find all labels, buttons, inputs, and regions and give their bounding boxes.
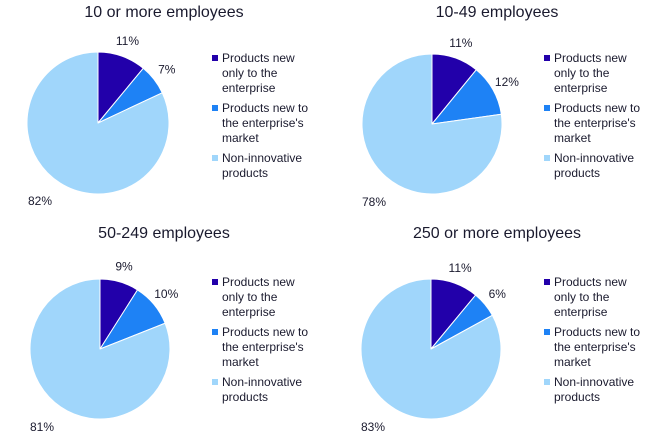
legend-swatch-new-to-market [544,329,550,335]
slice-label-new-to-market: 7% [158,63,176,77]
legend-swatch-non-innovative [544,379,550,385]
pie-chart: 11% 7% 82% [26,34,176,208]
pie-chart: 11% 12% 78% [361,36,519,209]
pie-slice-non-innovative [26,51,170,195]
legend-label-line: Products new [222,275,295,289]
chart-title: 10 or more employees [84,4,244,21]
slice-label-new-to-market: 10% [154,287,178,301]
legend-label-line: enterprise [222,305,276,319]
legend-label-line: the enterprise's [222,340,304,354]
legend-swatch-new-to-enterprise [212,55,218,61]
legend-label-line: products [554,390,601,404]
chart-title: 10-49 employees [435,4,559,21]
pie-panel-10-or-more: 10 or more employees 11% 7% 82% Products n… [0,0,328,220]
legend-label-line: Non-innovative [222,375,303,389]
legend-label-line: market [554,131,591,145]
legend-item-new-to-enterprise: Products new only to the enterprise [212,51,324,96]
legend-label-line: Non-innovative [554,151,635,165]
legend-item-non-innovative: Non-innovative products [544,375,656,405]
legend-swatch-non-innovative [212,155,218,161]
legend-swatch-new-to-market [212,329,218,335]
legend-label-line: only to the [554,290,610,304]
legend-label-line: only to the [222,290,278,304]
legend-item-new-to-market: Products new to the enterprise's market [544,101,656,146]
pie-slice-non-innovative [29,278,171,420]
chart-legend: Products new only to the enterprise Product… [544,275,656,410]
slice-label-non-innovative: 83% [361,420,385,434]
slice-label-new-to-enterprise: 11% [449,261,472,275]
legend-label-line: products [554,166,601,180]
legend-label-line: Products new [554,51,627,65]
legend-label-line: enterprise [222,81,276,95]
legend-label-line: Non-innovative [554,375,635,389]
chart-title: 250 or more employees [412,225,582,242]
legend-label-line: market [222,131,259,145]
legend-item-non-innovative: Non-innovative products [212,375,324,405]
slice-label-non-innovative: 81% [30,420,54,434]
legend-label-line: Products new to [554,101,641,115]
legend-item-non-innovative: Non-innovative products [212,151,324,181]
legend-label-line: market [222,355,259,369]
legend-label-line: enterprise [554,305,608,319]
pie-slice-non-innovative [360,278,502,420]
legend-swatch-new-to-enterprise [544,279,550,285]
slice-label-new-to-market: 12% [495,75,519,89]
legend-swatch-new-to-market [544,105,550,111]
legend-label-line: the enterprise's [554,340,636,354]
legend-label-line: only to the [554,66,610,80]
legend-item-new-to-enterprise: Products new only to the enterprise [212,275,324,320]
legend-label-line: Products new [222,51,295,65]
pie-panel-250-or-more: 250 or more employees 11% 6% 83% Products … [333,221,656,441]
legend-item-new-to-enterprise: Products new only to the enterprise [544,275,656,320]
chart-title: 50-249 employees [98,225,230,242]
pie-chart: 9% 10% 81% [29,259,179,434]
legend-swatch-new-to-enterprise [544,55,550,61]
pie-slice-non-innovative [361,53,503,195]
legend-label-line: Products new to [554,325,641,339]
legend-label-line: the enterprise's [554,116,636,130]
slice-label-non-innovative: 78% [362,195,386,209]
pie-panel-10-49: 10-49 employees 11% 12% 78% Products new on… [333,0,656,220]
legend-label-line: market [554,355,591,369]
legend-swatch-new-to-enterprise [212,279,218,285]
legend-label-line: only to the [222,66,278,80]
slice-label-non-innovative: 82% [28,194,52,208]
legend-label-line: products [222,166,269,180]
legend-item-new-to-market: Products new to the enterprise's market [544,325,656,370]
chart-legend: Products new only to the enterprise Product… [212,51,324,186]
legend-label-line: Products new to [222,101,309,115]
legend-label-line: Non-innovative [222,151,303,165]
slice-label-new-to-enterprise: 11% [116,34,139,48]
legend-item-new-to-market: Products new to the enterprise's market [212,325,324,370]
legend-item-new-to-market: Products new to the enterprise's market [212,101,324,146]
pie-panel-50-249: 50-249 employees 9% 10% 81% Products new on… [0,221,328,441]
chart-legend: Products new only to the enterprise Product… [212,275,324,410]
legend-label-line: Products new to [222,325,309,339]
legend-item-non-innovative: Non-innovative products [544,151,656,181]
legend-swatch-non-innovative [212,379,218,385]
slice-label-new-to-enterprise: 9% [115,259,133,273]
legend-label-line: the enterprise's [222,116,304,130]
legend-label-line: Products new [554,275,627,289]
slice-label-new-to-market: 6% [489,287,507,301]
chart-legend: Products new only to the enterprise Product… [544,51,656,186]
legend-label-line: enterprise [554,81,608,95]
legend-item-new-to-enterprise: Products new only to the enterprise [544,51,656,96]
slice-label-new-to-enterprise: 11% [449,36,472,50]
legend-label-line: products [222,390,269,404]
pie-chart: 11% 6% 83% [360,261,507,434]
legend-swatch-new-to-market [212,105,218,111]
legend-swatch-non-innovative [544,155,550,161]
